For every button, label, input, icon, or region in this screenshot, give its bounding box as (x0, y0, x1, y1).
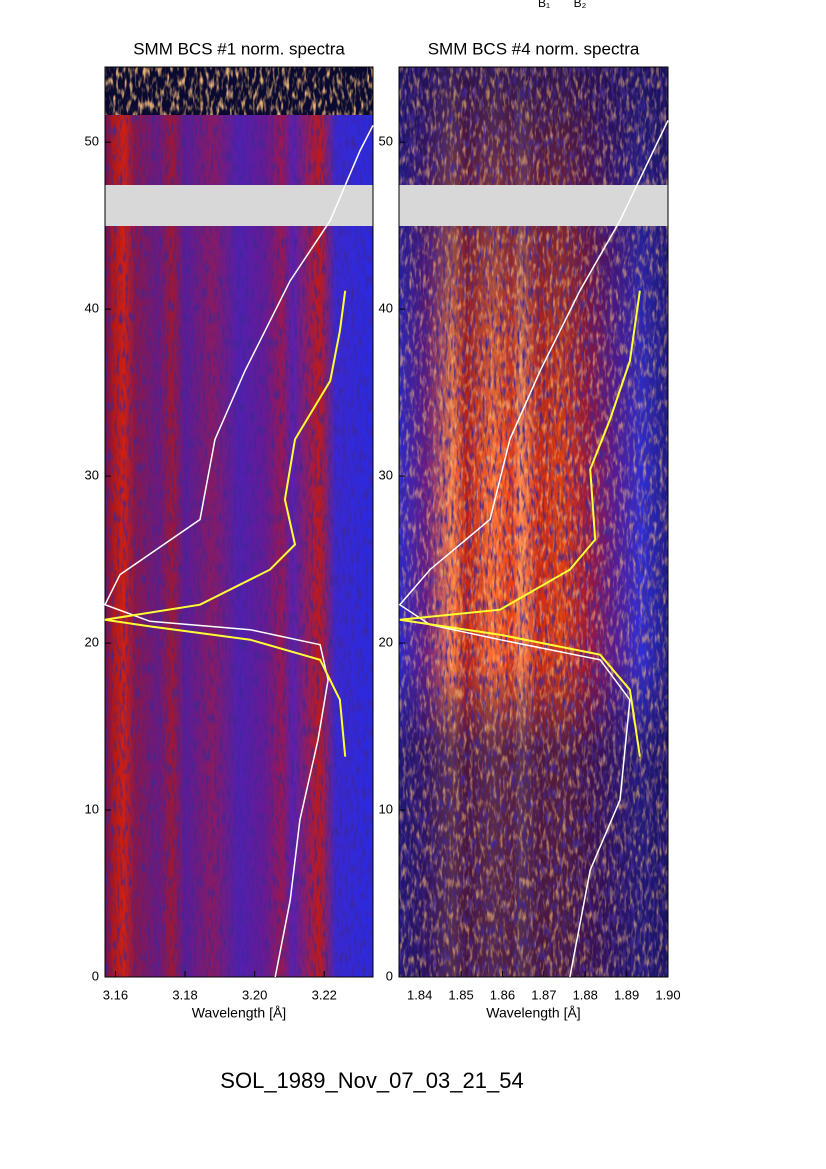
x-tick-label: 1.90 (655, 987, 680, 1002)
chart-title: SMM BCS #4 norm. spectra (428, 39, 640, 58)
chart-title: SMM BCS #1 norm. spectra (133, 39, 345, 58)
y-tick-label: 50 (85, 134, 99, 149)
y-tick-label: 10 (85, 801, 99, 816)
y-tick-label: 0 (92, 968, 99, 983)
y-tick-label: 40 (379, 301, 393, 316)
x-tick-label: 1.89 (614, 987, 639, 1002)
x-axis-label: Wavelength [Å] (486, 1005, 580, 1021)
x-tick-label: 1.87 (531, 987, 556, 1002)
plot-frame (398, 66, 669, 978)
y-tick-label: 30 (85, 468, 99, 483)
y-tick-label: 30 (379, 468, 393, 483)
top-label: B₂ (574, 0, 587, 10)
x-tick-label: 1.85 (448, 987, 473, 1002)
y-tick-label: 0 (386, 968, 393, 983)
spectrogram-2 (399, 67, 668, 977)
y-tick-label: 10 (379, 801, 393, 816)
curve (104, 290, 347, 757)
footer: SOL_1989_Nov_07_03_21_54 (220, 1068, 523, 1093)
y-tick-label: 40 (85, 301, 99, 316)
x-axis-label: Wavelength [Å] (192, 1005, 286, 1021)
curve (399, 290, 641, 757)
y-tick-label: 50 (379, 134, 393, 149)
plot-frame (104, 66, 374, 978)
y-tick-label: 20 (85, 634, 99, 649)
y-tick-label: 20 (379, 634, 393, 649)
top-label: B₁ (538, 0, 550, 10)
x-tick-label: 3.22 (312, 987, 337, 1002)
x-tick-label: 1.86 (490, 987, 515, 1002)
spectrogram-1 (105, 67, 373, 977)
x-tick-label: 1.88 (573, 987, 598, 1002)
x-tick-label: 3.20 (242, 987, 267, 1002)
x-tick-label: 3.18 (172, 987, 197, 1002)
x-tick-label: 3.16 (103, 987, 128, 1002)
x-tick-label: 1.84 (407, 987, 432, 1002)
curve (398, 120, 669, 978)
curve (103, 125, 374, 978)
